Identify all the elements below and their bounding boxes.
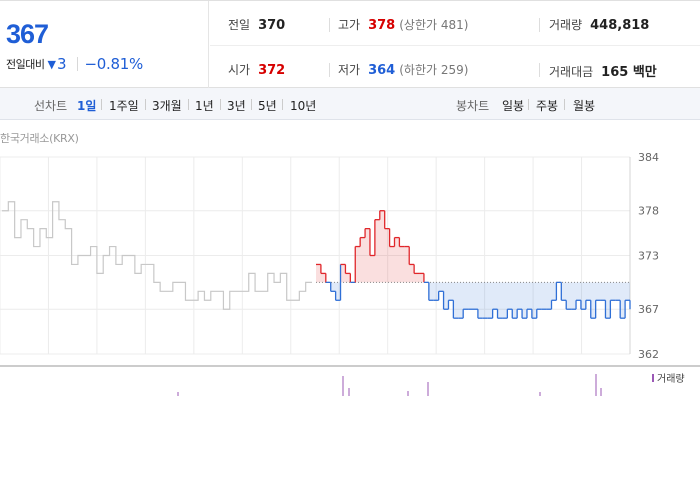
tab-weekly-candle[interactable]: 주봉 <box>536 99 559 113</box>
prev-close-value: 370 <box>258 18 286 33</box>
change-row: 전일대비 ▼ 3 −0.81% <box>6 55 143 73</box>
tab-daily-candle[interactable]: 일봉 <box>502 99 525 113</box>
open-stat: 시가 372 <box>228 61 285 78</box>
open-value: 372 <box>258 63 286 78</box>
tab-10years[interactable]: 10년 <box>290 99 317 113</box>
lower-limit: (하한가 259) <box>399 63 469 77</box>
open-label: 시가 <box>228 63 251 77</box>
line-chart-label: 선차트 <box>34 99 68 113</box>
divider <box>329 63 330 77</box>
series-line-previous-session <box>2 201 312 310</box>
tab-5years[interactable]: 5년 <box>258 99 277 113</box>
y-tick-label: 373 <box>638 250 659 263</box>
divider <box>188 99 189 110</box>
amount-stat: 거래대금 165 백만 <box>549 61 657 80</box>
prev-close-label: 전일 <box>228 18 251 32</box>
upper-limit: (상한가 481) <box>399 18 469 32</box>
intraday-price-chart: 384 378 373 367 362 거래량 <box>0 151 700 396</box>
row-divider <box>210 45 700 46</box>
tab-1year[interactable]: 1년 <box>195 99 214 113</box>
change-value: 3 <box>56 55 67 73</box>
volume-stat: 거래량 448,818 <box>549 16 649 33</box>
volume-legend: 거래량 <box>657 373 685 385</box>
tab-3months[interactable]: 3개월 <box>152 99 182 113</box>
y-tick-label: 362 <box>638 348 659 361</box>
y-tick-label: 367 <box>638 303 659 316</box>
divider <box>539 18 540 32</box>
change-rate: −0.81% <box>84 55 144 73</box>
divider <box>251 99 252 110</box>
volume-legend-swatch <box>652 374 654 382</box>
change-label: 전일대비 <box>6 58 45 71</box>
prev-close-stat: 전일 370 <box>228 16 285 33</box>
volume-value: 448,818 <box>590 18 650 33</box>
chart-period-tabs: 선차트 1일 1주일 3개월 1년 3년 5년 10년 봉차트 일봉 주봉 월봉 <box>0 88 700 120</box>
y-tick-label: 378 <box>638 205 659 218</box>
amount-value: 165 백만 <box>601 65 657 80</box>
volume-label: 거래량 <box>549 18 583 32</box>
divider <box>329 18 330 32</box>
below-reference-fill <box>316 282 630 319</box>
high-label: 고가 <box>338 18 361 32</box>
above-reference-fill <box>316 210 630 283</box>
divider <box>564 99 565 110</box>
stock-summary: 367 전일대비 ▼ 3 −0.81% 전일 370 고가 378 (상한가 4… <box>0 0 700 88</box>
divider <box>282 99 283 110</box>
amount-label: 거래대금 <box>549 65 594 79</box>
low-stat: 저가 364 (하한가 259) <box>338 61 468 78</box>
tab-monthly-candle[interactable]: 월봉 <box>573 99 596 113</box>
low-label: 저가 <box>338 63 361 77</box>
tab-1week[interactable]: 1주일 <box>109 99 139 113</box>
market-label: 한국거래소(KRX) <box>0 132 79 145</box>
candle-chart-label: 봉차트 <box>456 99 490 113</box>
low-value: 364 <box>368 63 396 78</box>
divider <box>528 99 529 110</box>
current-price: 367 <box>6 19 49 49</box>
y-tick-label: 384 <box>638 151 659 164</box>
high-value: 378 <box>368 18 396 33</box>
tab-1day[interactable]: 1일 <box>77 99 97 113</box>
price-box: 367 전일대비 ▼ 3 −0.81% <box>0 1 209 88</box>
tab-3years[interactable]: 3년 <box>227 99 246 113</box>
high-stat: 고가 378 (상한가 481) <box>338 16 468 33</box>
divider <box>76 57 78 71</box>
divider <box>539 63 540 77</box>
divider <box>145 99 146 110</box>
down-triangle-icon: ▼ <box>47 57 56 71</box>
divider <box>220 99 221 110</box>
divider <box>101 99 102 110</box>
